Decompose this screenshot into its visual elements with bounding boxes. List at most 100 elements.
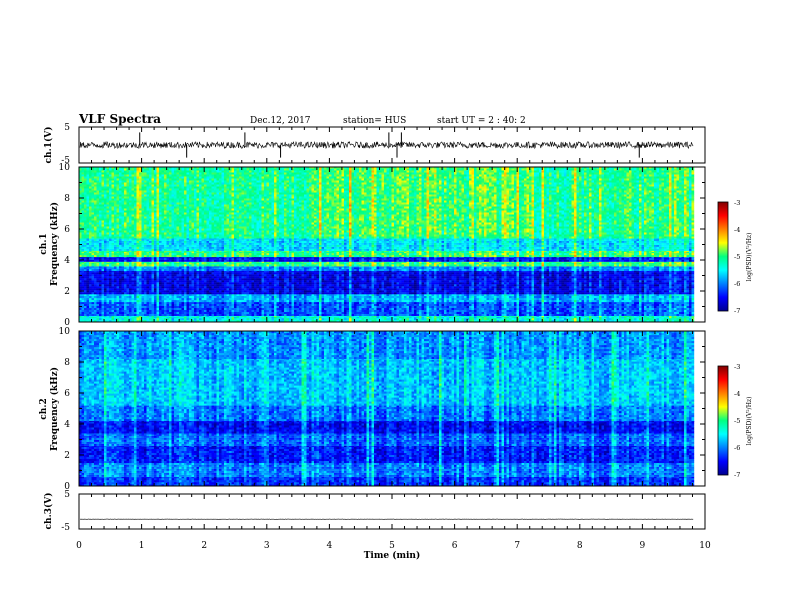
spectrogram-cell (406, 295, 410, 299)
spectrogram-cell (614, 301, 617, 304)
spectrogram-cell (336, 315, 340, 317)
spectrogram-cell (441, 320, 445, 323)
spectrogram-cell (304, 290, 307, 293)
spectrogram-cell (546, 294, 550, 296)
spectrogram-cell (469, 288, 472, 291)
spectrogram-cell (546, 292, 550, 295)
spectrogram-cell (684, 309, 687, 312)
spectrogram-cell (226, 299, 230, 303)
spectrogram-cell (191, 301, 195, 304)
spectrogram-cell (176, 318, 180, 321)
spectrogram-cell (169, 307, 172, 310)
spectrogram-cell (186, 295, 190, 299)
spectrogram-cell (606, 303, 610, 306)
spectrogram-cell (421, 303, 425, 306)
spectrogram-cell (594, 286, 597, 289)
spectrogram-cell (319, 305, 322, 308)
spectrogram-cell (566, 290, 570, 293)
spectrogram-cell (414, 301, 417, 304)
spectrogram-cell (594, 307, 597, 310)
spectrogram-cell (561, 305, 565, 308)
spectrogram-cell (144, 316, 147, 319)
spectrogram-cell (324, 290, 327, 293)
spectrogram-cell (689, 318, 692, 321)
spectrogram-cell (469, 305, 472, 308)
spectrogram-cell (441, 288, 445, 291)
spectrogram-cell (129, 309, 132, 312)
spectrogram-cell (281, 320, 285, 323)
spectrogram-cell (224, 315, 227, 317)
spectrogram-cell (114, 301, 117, 304)
spectrogram-cell (566, 309, 570, 312)
spectrogram-cell (266, 290, 270, 293)
spectrogram-cell (101, 313, 105, 316)
spectrogram-cell (491, 292, 495, 295)
spectrogram-cell (294, 307, 297, 310)
spectrogram-cell (414, 307, 417, 310)
spectrogram-cell (479, 295, 482, 299)
spectrogram-cell (479, 305, 482, 308)
spectrogram-cell (474, 316, 477, 319)
spectrogram-cell (409, 309, 412, 312)
spectrogram-cell (271, 290, 275, 293)
spectrogram-cell (301, 294, 305, 296)
spectrogram-cell (274, 320, 277, 323)
spectrogram-cell (651, 299, 655, 303)
spectrogram-cell (464, 295, 467, 299)
spectrogram-cell (296, 294, 300, 296)
spectrogram-cell (649, 290, 652, 293)
spectrogram-cell (534, 311, 537, 314)
spectrogram-cell (499, 288, 502, 291)
spectrogram-cell (689, 292, 692, 295)
spectrogram-cell (399, 309, 402, 312)
spectrogram-cell (516, 315, 520, 317)
spectrogram-cell (179, 288, 182, 291)
spectrogram-cell (464, 286, 467, 289)
spectrogram-cell (146, 303, 150, 306)
spectrogram-cell (584, 315, 587, 317)
spectrogram-cell (544, 295, 547, 299)
spectrogram-cell (226, 309, 230, 312)
spectrogram-cell (219, 290, 222, 293)
spectrogram-cell (344, 295, 347, 299)
spectrogram-cell (634, 284, 637, 287)
spectrogram-cell (126, 309, 130, 312)
spectrogram-cell (219, 303, 222, 306)
spectrogram-cell (464, 305, 467, 308)
spectrogram-cell (619, 297, 622, 301)
spectrogram-cell (489, 307, 492, 310)
spectrogram-cell (624, 309, 627, 312)
spectrogram-cell (449, 320, 452, 323)
spectrogram-cell (404, 294, 407, 296)
spectrogram-cell (656, 315, 660, 317)
spectrogram-cell (266, 318, 270, 321)
spectrogram-cell (394, 309, 397, 312)
spectrogram-cell (214, 313, 217, 316)
spectrogram-cell (579, 305, 582, 308)
spectrogram-cell (606, 313, 610, 316)
spectrogram-cell (561, 301, 565, 304)
spectrogram-cell (191, 282, 195, 285)
spectrogram-cell (184, 320, 187, 323)
spectrogram-cell (81, 315, 85, 317)
spectrogram-cell (424, 286, 427, 289)
spectrogram-cell (96, 295, 100, 299)
spectrogram-cell (456, 292, 460, 295)
spectrogram-cell (544, 316, 547, 319)
spectrogram-cell (481, 297, 485, 301)
spectrogram-cell (331, 284, 335, 287)
spectrogram-cell (596, 307, 600, 310)
spectrogram-cell (536, 301, 540, 304)
spectrogram-cell (296, 313, 300, 316)
spectrogram-cell (171, 301, 175, 304)
spectrogram-cell (391, 292, 395, 295)
spectrogram-cell (174, 299, 177, 303)
spectrogram-cell (246, 299, 250, 303)
spectrogram-cell (591, 318, 595, 321)
spectrogram-cell (139, 294, 142, 296)
spectrogram-cell (359, 320, 362, 323)
spectrogram-cell (269, 295, 272, 299)
spectrogram-cell (121, 297, 125, 301)
spectrogram-cell (524, 295, 527, 299)
spectrogram-cell (429, 305, 432, 308)
